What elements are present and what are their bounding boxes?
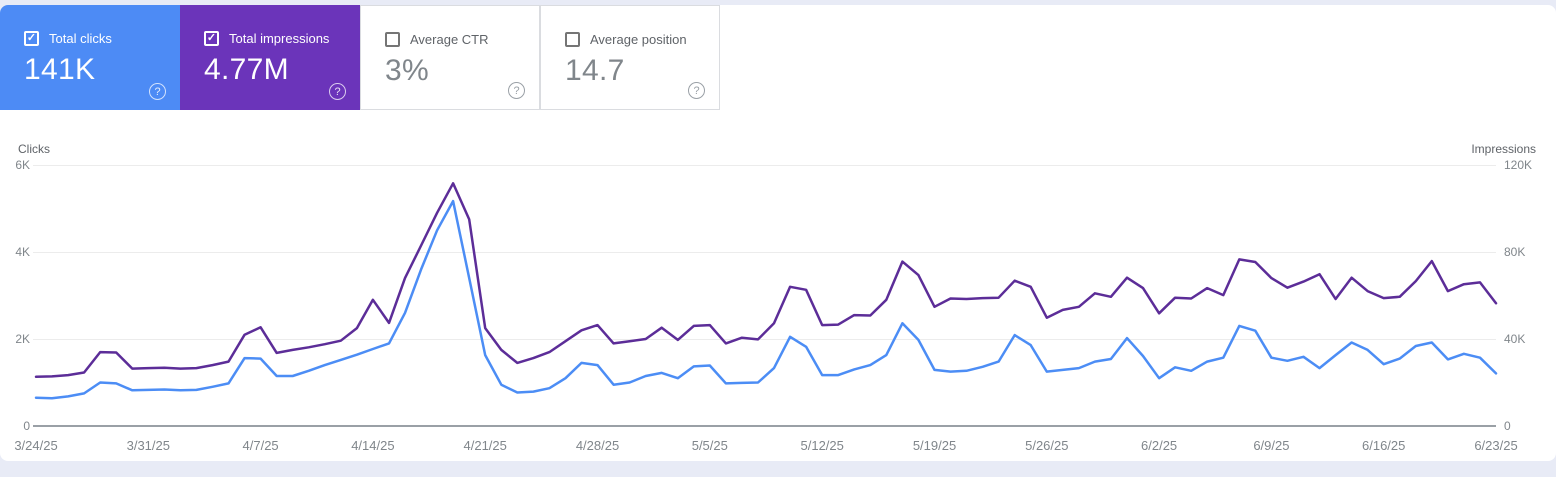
card-total-impressions-head: ✓ Total impressions [204, 31, 329, 46]
total-clicks-checkbox[interactable]: ✓ [24, 31, 39, 46]
x-axis-label: 6/16/25 [1362, 438, 1406, 453]
average-position-help-icon[interactable]: ? [688, 82, 705, 99]
x-axis-label: 4/14/25 [351, 438, 395, 453]
total-impressions-value: 4.77M [204, 53, 289, 86]
average-position-checkbox[interactable] [565, 32, 580, 47]
card-average-position[interactable]: Average position 14.7 ? [540, 5, 720, 110]
gridline-4k [33, 252, 1496, 253]
total-impressions-checkbox[interactable]: ✓ [204, 31, 219, 46]
performance-panel: ✓ Total clicks 141K ? ✓ Total impression… [0, 5, 1556, 461]
performance-line-chart [34, 182, 1498, 400]
x-axis-label: 6/2/25 [1141, 438, 1178, 453]
x-axis-label: 4/7/25 [242, 438, 279, 453]
x-axis-label: 5/5/25 [691, 438, 728, 453]
y-tick-right-40k: 40K [1504, 332, 1526, 346]
average-position-label: Average position [590, 32, 687, 47]
y-tick-left-0: 0 [23, 419, 30, 433]
x-axis-label: 3/24/25 [14, 438, 58, 453]
x-axis-label: 5/26/25 [1025, 438, 1069, 453]
card-average-ctr-head: Average CTR [385, 32, 489, 47]
metric-cards-row: ✓ Total clicks 141K ? ✓ Total impression… [0, 5, 720, 110]
x-axis-label: 5/19/25 [912, 438, 957, 453]
clicks-line [34, 199, 1498, 400]
x-axis-label: 6/23/25 [1474, 438, 1518, 453]
x-axis-label: 4/21/25 [463, 438, 507, 453]
y-tick-right-0: 0 [1504, 419, 1511, 433]
average-ctr-checkbox[interactable] [385, 32, 400, 47]
x-axis-label: 5/12/25 [800, 438, 844, 453]
impressions-axis-title: Impressions [1471, 142, 1536, 156]
clicks-axis-title: Clicks [18, 142, 50, 156]
average-ctr-value: 3% [385, 54, 429, 87]
x-axis-label: 6/9/25 [1253, 438, 1290, 453]
gridline-6k [33, 165, 1496, 166]
x-axis-line [33, 425, 1496, 427]
average-ctr-label: Average CTR [410, 32, 489, 47]
y-tick-right-120k: 120K [1504, 158, 1533, 172]
x-axis-labels: 3/24/25 3/31/25 4/7/25 4/14/25 4/21/25 4/28/2… [14, 438, 1517, 458]
y-tick-right-80k: 80K [1504, 245, 1526, 259]
x-axis-label: 3/31/25 [126, 438, 170, 453]
card-total-clicks[interactable]: ✓ Total clicks 141K ? [0, 5, 180, 110]
total-clicks-help-icon[interactable]: ? [149, 83, 166, 100]
y-tick-left-2k: 2K [15, 332, 30, 346]
impressions-line [34, 182, 1498, 379]
total-clicks-label: Total clicks [49, 31, 112, 46]
y-tick-left-4k: 4K [15, 245, 30, 259]
card-average-ctr[interactable]: Average CTR 3% ? [360, 5, 540, 110]
card-total-impressions[interactable]: ✓ Total impressions 4.77M ? [180, 5, 360, 110]
x-axis-label: 4/28/25 [575, 438, 620, 453]
total-clicks-value: 141K [24, 53, 96, 86]
gridline-2k [33, 339, 1496, 340]
average-position-value: 14.7 [565, 54, 625, 87]
card-total-clicks-head: ✓ Total clicks [24, 31, 112, 46]
total-impressions-help-icon[interactable]: ? [329, 83, 346, 100]
card-average-position-head: Average position [565, 32, 687, 47]
total-impressions-label: Total impressions [229, 31, 330, 46]
average-ctr-help-icon[interactable]: ? [508, 82, 525, 99]
y-tick-left-6k: 6K [15, 158, 30, 172]
